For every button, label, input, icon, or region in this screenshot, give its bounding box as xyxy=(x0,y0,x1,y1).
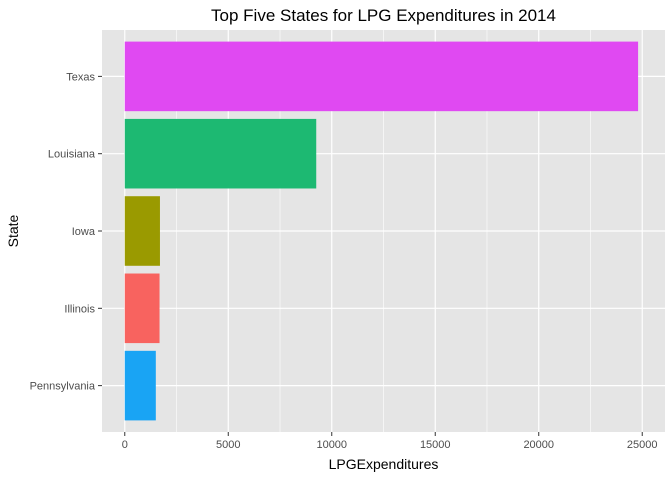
y-tick-label: Louisiana xyxy=(48,149,96,161)
x-tick-label: 5000 xyxy=(216,439,240,451)
y-tick-label: Illinois xyxy=(64,303,95,315)
x-tick-label: 10000 xyxy=(316,439,347,451)
bar-louisiana xyxy=(124,118,317,189)
y-tick-label: Iowa xyxy=(72,226,96,238)
x-axis-title: LPGExpenditures xyxy=(329,456,439,472)
bar-illinois xyxy=(124,273,160,344)
bar-texas xyxy=(124,41,639,112)
y-tick-label: Pennsylvania xyxy=(30,381,96,393)
axes: 0 5000 10000 15000 20000 25000 Texas Louisiana I… xyxy=(30,71,658,451)
y-axis-title: State xyxy=(5,214,21,247)
x-tick-label: 0 xyxy=(122,439,128,451)
x-tick-label: 25000 xyxy=(627,439,658,451)
chart-title: Top Five States for LPG Expenditures in … xyxy=(211,6,556,25)
bar-iowa xyxy=(124,196,160,266)
bar-pennsylvania xyxy=(124,350,156,421)
x-tick-label: 15000 xyxy=(420,439,451,451)
y-tick-label: Texas xyxy=(66,71,95,83)
x-tick-label: 20000 xyxy=(523,439,554,451)
bars xyxy=(124,41,639,421)
